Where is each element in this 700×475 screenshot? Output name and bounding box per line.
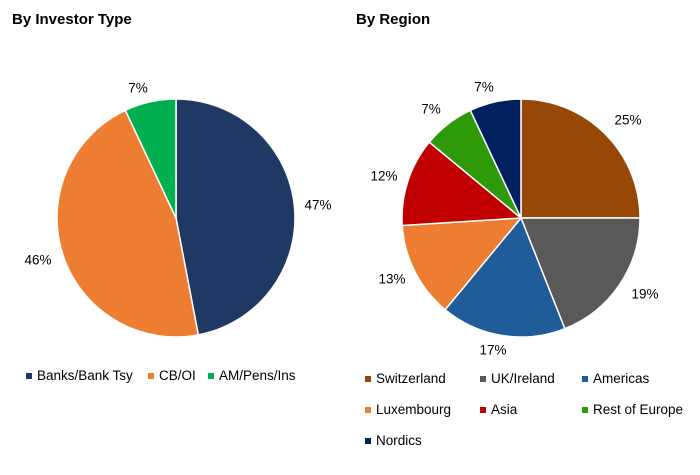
- investor-type-legend-label: AM/Pens/Ins: [219, 368, 296, 383]
- region-legend-label: Rest of Europe: [593, 402, 684, 417]
- investor-type-pie: [56, 98, 296, 338]
- region-slice-nordics: [469, 98, 522, 219]
- region-slice-asia: [401, 141, 523, 227]
- region-label-switzerland: 25%: [614, 113, 641, 128]
- region-label-rest-of-europe: 7%: [421, 102, 441, 117]
- region-legend-luxembourg: Luxembourg: [365, 402, 451, 417]
- region-slice-uk-ireland: [519, 217, 641, 330]
- region-label-americas: 17%: [479, 343, 506, 358]
- investor-type-slice-cb-oi: [56, 109, 200, 338]
- investor-type-title: By Investor Type: [12, 11, 132, 28]
- region-legend-uk-ireland: UK/Ireland: [480, 371, 555, 386]
- region-legend-swatch: [365, 375, 371, 382]
- region-legend-label: UK/Ireland: [491, 371, 555, 386]
- region-legend-swatch: [480, 375, 486, 382]
- investor-type-legend-swatch: [26, 372, 32, 379]
- investor-type-legend-label: Banks/Bank Tsy: [37, 368, 133, 383]
- region-title: By Region: [356, 11, 431, 28]
- region-slice-americas: [444, 216, 566, 338]
- investor-type-legend-swatch: [148, 372, 154, 379]
- investor-type-slice-banks-bank-tsy: [175, 98, 296, 336]
- investor-type-label-banks-bank-tsy: 47%: [304, 198, 331, 213]
- region-legend-label: Asia: [491, 402, 518, 417]
- investor-type-slice-am-pens-ins: [124, 98, 177, 219]
- region-legend-switzerland: Switzerland: [365, 371, 446, 386]
- region-legend-label: Luxembourg: [376, 402, 452, 417]
- investor-type-legend-banks-bank-tsy: Banks/Bank Tsy: [26, 368, 133, 383]
- region-legend-swatch: [365, 437, 371, 444]
- investor-type-label-am-pens-ins: 7%: [128, 81, 148, 96]
- investor-type-label-cb-oi: 46%: [24, 253, 51, 268]
- region-pie: [401, 98, 641, 338]
- region-legend-label: Switzerland: [376, 371, 446, 386]
- region-label-nordics: 7%: [474, 80, 494, 95]
- region-legend-label: Americas: [593, 371, 650, 386]
- region-legend-americas: Americas: [582, 371, 649, 386]
- investor-type-legend-swatch: [208, 372, 214, 379]
- investor-type-legend-label: CB/OI: [159, 368, 196, 383]
- region-label-uk-ireland: 19%: [631, 287, 658, 302]
- region-legend-swatch: [480, 406, 486, 413]
- region-legend-nordics: Nordics: [365, 433, 422, 448]
- region-legend-label: Nordics: [376, 433, 422, 448]
- region-label-asia: 12%: [370, 169, 397, 184]
- region-legend-swatch: [582, 375, 588, 382]
- region-legend-rest-of-europe: Rest of Europe: [582, 402, 683, 417]
- region-legend-swatch: [365, 406, 371, 413]
- region-slice-switzerland: [520, 98, 641, 219]
- investor-type-legend-am-pens-ins: AM/Pens/Ins: [208, 368, 296, 383]
- region-legend-asia: Asia: [480, 402, 517, 417]
- region-label-luxembourg: 13%: [378, 272, 405, 287]
- region-legend-swatch: [582, 406, 588, 413]
- region-slice-luxembourg: [401, 217, 523, 311]
- investor-type-legend-cb-oi: CB/OI: [148, 368, 196, 383]
